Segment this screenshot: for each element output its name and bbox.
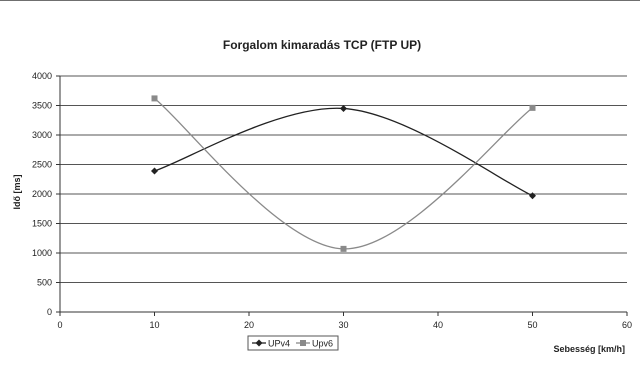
legend-marker-upv4	[255, 339, 263, 347]
x-axis-label: Sebesség [km/h]	[553, 344, 625, 354]
x-tick-label: 30	[338, 320, 348, 330]
legend-label-upv6: Upv6	[312, 339, 333, 349]
y-axis-label: Idő [ms]	[12, 174, 22, 209]
data-point-upv4	[151, 167, 158, 175]
y-tick-label: 4000	[32, 71, 52, 81]
y-tick-label: 3500	[32, 101, 52, 111]
data-point-upv6	[340, 245, 347, 252]
legend-label-upv4: UPv4	[268, 339, 290, 349]
legend-box	[247, 335, 339, 351]
chart-title: Forgalom kimaradás TCP (FTP UP)	[223, 38, 421, 52]
y-tick-label: 500	[37, 278, 52, 288]
y-tick-labels: 0 500 1000 1500 2000 2500 3000 3500 4000	[32, 71, 52, 317]
x-tick-label: 60	[622, 320, 632, 330]
y-tick-label: 2500	[32, 160, 52, 170]
legend-marker-upv6	[300, 340, 306, 346]
x-tick-label: 0	[57, 320, 62, 330]
data-point-upv6	[151, 95, 158, 102]
series-lines	[154, 97, 533, 250]
x-tick-label: 40	[433, 320, 443, 330]
series-markers	[151, 95, 536, 252]
x-tick-label: 50	[527, 320, 537, 330]
y-tick-label: 1000	[32, 248, 52, 258]
y-tick-label: 3000	[32, 130, 52, 140]
axes	[56, 75, 628, 316]
data-point-upv4	[340, 104, 347, 112]
y-tick-label: 0	[47, 307, 52, 317]
series-line-upv6	[154, 97, 533, 250]
series-line-upv4	[154, 107, 533, 197]
y-tick-label: 1500	[32, 219, 52, 229]
x-tick-labels: 0 10 20 30 40 50 60	[57, 320, 632, 330]
y-tick-label: 2000	[32, 189, 52, 199]
data-point-upv6	[529, 104, 536, 111]
data-point-upv4	[529, 192, 536, 200]
x-tick-label: 10	[149, 320, 159, 330]
legend: UPv4 Upv6	[247, 335, 339, 351]
x-tick-label: 20	[244, 320, 254, 330]
